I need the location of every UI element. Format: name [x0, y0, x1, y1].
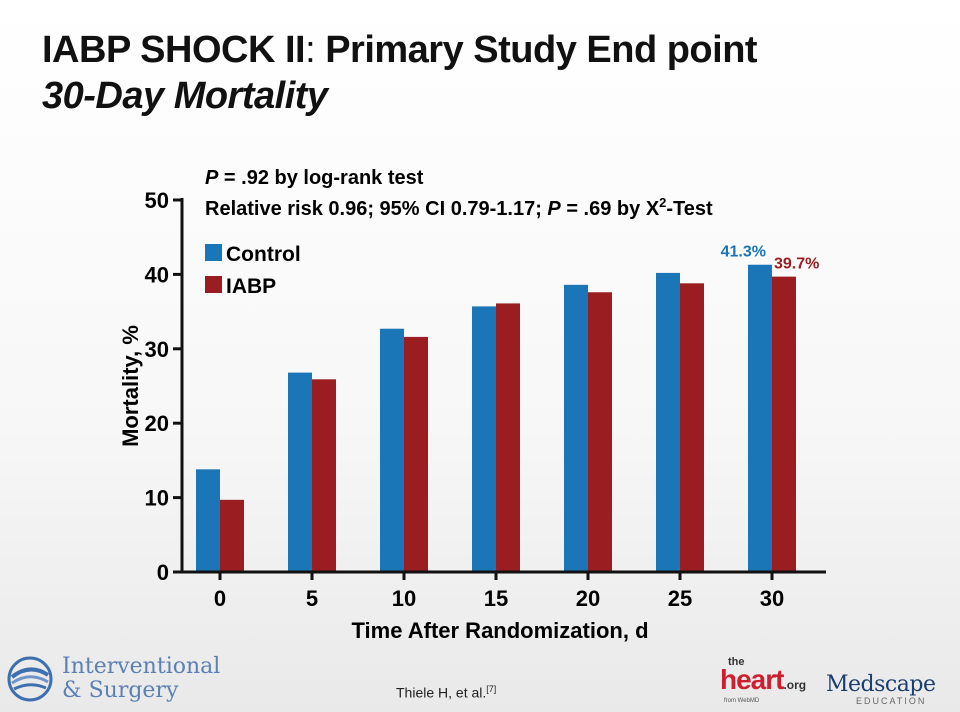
- relative-risk-annotation: Relative risk 0.96; 95% CI 0.79-1.17; P …: [205, 195, 713, 220]
- data-label-iabp: 39.7%: [774, 256, 819, 273]
- swirl-logo-icon: [7, 656, 53, 702]
- x-tick-label: 30: [760, 586, 784, 611]
- bar-iabp-5: [312, 379, 336, 572]
- title-line1: IABP SHOCK II: Primary Study End point: [42, 29, 758, 71]
- theheart-logo: the heart.org from WebMD: [720, 656, 807, 704]
- x-tick-label: 5: [306, 586, 318, 611]
- bar-iabp-30: [772, 276, 796, 572]
- legend-label-iabp: IABP: [226, 275, 276, 298]
- y-tick-label: 40: [145, 262, 169, 287]
- bar-iabp-20: [588, 292, 612, 572]
- bar-iabp-25: [680, 283, 704, 572]
- legend-swatch-control: [205, 244, 222, 261]
- x-tick-label: 25: [668, 586, 692, 611]
- y-tick-label: 20: [145, 411, 169, 436]
- bar-iabp-0: [220, 499, 244, 572]
- bar-control-5: [288, 372, 312, 572]
- axis-ticks-group: 0 10 20 30 40 50 0 5 10 15 20 25 30: [145, 188, 785, 611]
- y-tick-label: 30: [145, 337, 169, 362]
- x-tick-label: 20: [576, 586, 600, 611]
- legend-swatch-iabp: [205, 276, 222, 293]
- x-axis-title: Time After Randomization, d: [351, 618, 648, 643]
- x-tick-label: 10: [392, 586, 416, 611]
- bar-control-10: [380, 328, 404, 572]
- bar-iabp-10: [404, 336, 428, 572]
- data-labels-group: 41.3% 39.7%: [721, 244, 820, 273]
- bar-control-15: [472, 306, 496, 572]
- y-tick-label: 50: [145, 188, 169, 213]
- bars-group: [196, 264, 796, 572]
- legend-label-control: Control: [226, 243, 301, 266]
- logo-words: Interventional & Surgery: [62, 654, 221, 703]
- y-tick-label: 0: [157, 560, 169, 585]
- title-line2: 30-Day Mortality: [42, 74, 328, 117]
- bar-control-20: [564, 284, 588, 572]
- interventional-surgery-logo: Interventional & Surgery: [6, 655, 220, 703]
- logrank-annotation: P = .92 by log-rank test: [205, 167, 424, 189]
- x-tick-label: 0: [214, 586, 226, 611]
- slide-title: IABP SHOCK II: Primary Study End point 3…: [42, 28, 758, 119]
- legend: Control IABP: [205, 243, 301, 298]
- y-tick-label: 10: [145, 486, 169, 511]
- bar-control-0: [196, 469, 220, 572]
- bar-control-30: [748, 264, 772, 572]
- bar-control-25: [656, 272, 680, 572]
- data-label-control: 41.3%: [721, 244, 766, 261]
- x-tick-label: 15: [484, 586, 508, 611]
- citation: Thiele H, et al.[7]: [396, 684, 497, 701]
- bar-iabp-15: [496, 303, 520, 572]
- medscape-logo: Medscape EDUCATION: [826, 672, 936, 706]
- y-axis-title: Mortality, %: [118, 325, 143, 447]
